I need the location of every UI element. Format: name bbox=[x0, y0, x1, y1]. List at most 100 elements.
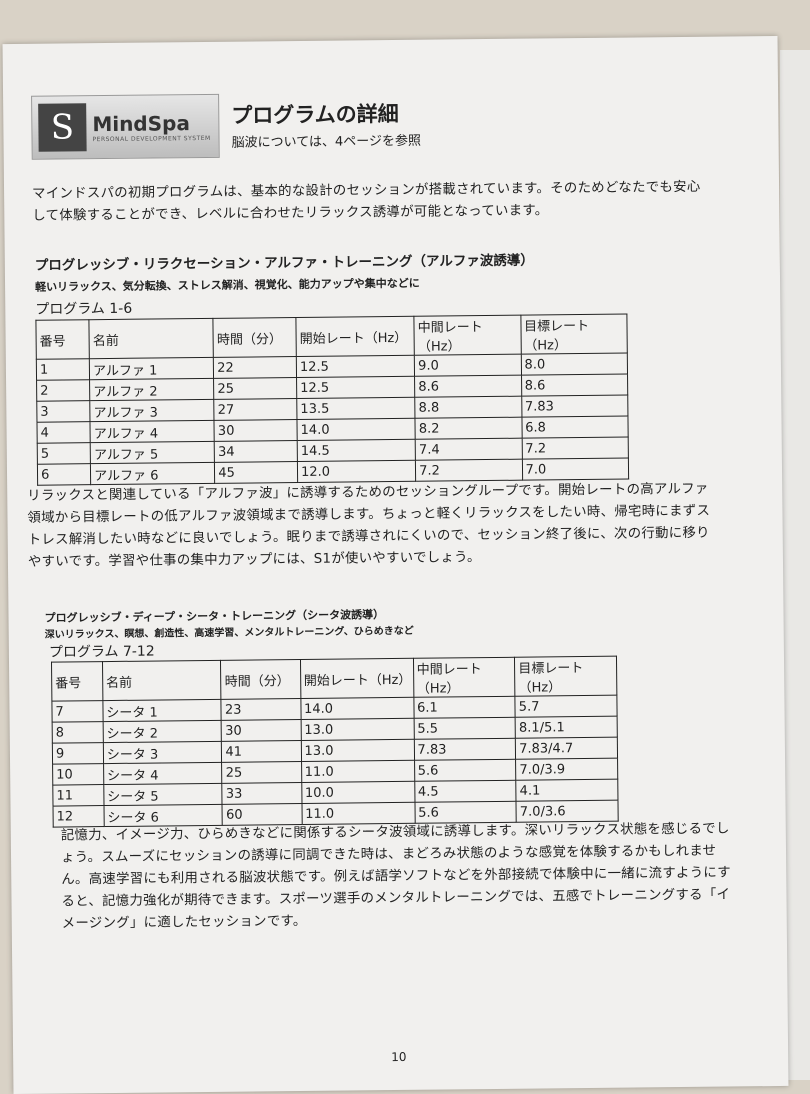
table-cell: シータ 2 bbox=[102, 720, 222, 743]
table-header-row: 番号 名前 時間（分） 開始レート（Hz） 中間レート（Hz） 目標レート（Hz） bbox=[35, 314, 628, 360]
table-cell: 7.83 bbox=[521, 395, 628, 418]
table-cell: 14.0 bbox=[297, 418, 416, 441]
table-cell: 4 bbox=[36, 421, 91, 444]
theta-program-table: 番号 名前 時間（分） 開始レート（Hz） 中間レート（Hz） 目標レート（Hz） 7 シータ… bbox=[51, 656, 619, 828]
table-cell: アルファ 6 bbox=[90, 462, 215, 485]
table-cell: 3 bbox=[36, 400, 91, 423]
theta-uses: 深いリラックス、瞑想、創造性、高速学習、メンタルトレーニング、ひらめきなど bbox=[44, 625, 414, 641]
table-cell: 12.5 bbox=[296, 355, 415, 378]
table-cell: 4.1 bbox=[516, 779, 618, 802]
table-cell: 5.6 bbox=[414, 759, 517, 782]
page-subtitle: 脳波については、4ページを参照 bbox=[231, 133, 422, 151]
column-header: 目標レート（Hz） bbox=[520, 314, 628, 355]
column-header: 名前 bbox=[102, 660, 222, 701]
page-number: 10 bbox=[391, 1049, 407, 1065]
table-cell: 11.0 bbox=[301, 760, 415, 783]
table-cell: 8.1/5.1 bbox=[515, 716, 618, 739]
logo-tagline: PERSONAL DEVELOPMENT SYSTEM bbox=[92, 134, 211, 143]
column-header: 時間（分） bbox=[213, 317, 297, 358]
table-cell: 45 bbox=[214, 461, 298, 484]
table-cell: 6.8 bbox=[521, 416, 629, 439]
table-cell: 27 bbox=[214, 398, 298, 421]
table-cell: 12.0 bbox=[297, 460, 416, 483]
table-cell: シータ 5 bbox=[103, 783, 223, 806]
table-cell: 41 bbox=[221, 740, 302, 763]
table-cell: 23 bbox=[221, 698, 301, 721]
table-cell: アルファ 3 bbox=[89, 399, 215, 422]
table-cell: 7 bbox=[51, 700, 103, 723]
table-cell: 8 bbox=[52, 721, 104, 744]
table-cell: シータ 1 bbox=[102, 699, 222, 722]
table-cell: 60 bbox=[222, 803, 302, 826]
column-header: 開始レート（Hz） bbox=[300, 658, 414, 699]
table-cell: 6.1 bbox=[413, 696, 516, 719]
table-cell: 12.5 bbox=[296, 376, 415, 399]
table-cell: アルファ 4 bbox=[90, 420, 215, 443]
table-cell: アルファ 5 bbox=[90, 441, 215, 464]
table-cell: 9 bbox=[52, 742, 104, 765]
table-header-row: 番号 名前 時間（分） 開始レート（Hz） 中間レート（Hz） 目標レート（Hz） bbox=[51, 656, 617, 702]
table-cell: 5.7 bbox=[515, 695, 618, 718]
table-cell: アルファ 2 bbox=[89, 378, 215, 401]
table-cell: 7.0 bbox=[521, 458, 629, 481]
column-header: 目標レート（Hz） bbox=[514, 656, 617, 697]
table-cell: 34 bbox=[214, 440, 298, 463]
page-title: プログラムの詳細 bbox=[231, 101, 399, 128]
table-cell: 25 bbox=[213, 377, 297, 400]
table-cell: 7.2 bbox=[521, 437, 629, 460]
table-cell: 13.0 bbox=[300, 739, 415, 762]
theta-program-range: プログラム 7-12 bbox=[48, 643, 155, 661]
table-cell: 30 bbox=[221, 719, 301, 742]
table-cell: 8.6 bbox=[521, 374, 628, 397]
alpha-uses: 軽いリラックス、気分転換、ストレス解消、視覚化、能力アップや集中などに bbox=[35, 276, 420, 294]
table-cell: 13.5 bbox=[296, 397, 416, 420]
column-header: 番号 bbox=[35, 319, 90, 360]
table-cell: 12 bbox=[53, 805, 105, 828]
alpha-description: リラックスと関連している「アルファ波」に誘導するためのセッショングループです。開… bbox=[27, 481, 711, 570]
table-cell: 11 bbox=[52, 784, 104, 807]
logo-name: MindSpa bbox=[92, 110, 191, 136]
table-cell: 14.5 bbox=[297, 439, 416, 462]
table-cell: 7.0/3.9 bbox=[515, 758, 618, 781]
table-cell: 7.4 bbox=[415, 438, 522, 461]
table-cell: 8.0 bbox=[520, 353, 628, 376]
table-cell: 6 bbox=[37, 463, 91, 486]
table-cell: 1 bbox=[36, 358, 90, 381]
column-header: 中間レート（Hz） bbox=[413, 657, 516, 698]
column-header: 中間レート（Hz） bbox=[414, 315, 521, 356]
table-cell: シータ 3 bbox=[103, 741, 223, 764]
table-cell: 7.83/4.7 bbox=[515, 737, 618, 760]
table-cell: 5.5 bbox=[413, 717, 516, 740]
column-header: 開始レート（Hz） bbox=[295, 316, 415, 357]
column-header: 番号 bbox=[51, 661, 103, 702]
column-header: 名前 bbox=[89, 318, 214, 359]
logo-s-icon: S bbox=[38, 103, 87, 152]
table-cell: 14.0 bbox=[300, 697, 414, 720]
table-cell: 25 bbox=[222, 761, 302, 784]
column-header: 時間（分） bbox=[220, 659, 301, 700]
table-cell: 5 bbox=[37, 442, 91, 465]
table-cell: 4.5 bbox=[414, 780, 517, 803]
mindspa-logo: S MindSpa PERSONAL DEVELOPMENT SYSTEM bbox=[31, 93, 220, 160]
table-cell: 22 bbox=[213, 356, 297, 379]
table-cell: 7.2 bbox=[415, 459, 523, 482]
table-cell: 8.6 bbox=[414, 375, 522, 398]
table-cell: シータ 4 bbox=[103, 762, 223, 785]
table-cell: 8.2 bbox=[415, 417, 522, 440]
table-cell: 10 bbox=[52, 763, 104, 786]
table-cell: 2 bbox=[36, 379, 90, 402]
alpha-program-range: プログラム 1-6 bbox=[35, 300, 133, 318]
alpha-program-table: 番号 名前 時間（分） 開始レート（Hz） 中間レート（Hz） 目標レート（Hz） 1 アルフ… bbox=[35, 314, 629, 486]
document-page: S MindSpa PERSONAL DEVELOPMENT SYSTEM プロ… bbox=[2, 35, 789, 1094]
table-cell: 33 bbox=[222, 782, 302, 805]
table-cell: 9.0 bbox=[414, 354, 522, 377]
table-cell: 8.8 bbox=[414, 396, 522, 419]
table-cell: 7.83 bbox=[413, 738, 516, 761]
table-cell: 13.0 bbox=[300, 718, 414, 741]
table-cell: 30 bbox=[214, 419, 298, 442]
theta-description: 記憶力、イメージ力、ひらめきなどに関係するシータ波領域に誘導します。深いリラック… bbox=[60, 821, 731, 932]
intro-paragraph: マインドスパの初期プログラムは、基本的な設計のセッションが搭載されています。その… bbox=[32, 179, 701, 224]
alpha-heading: プログレッシブ・リラクセーション・アルファ・トレーニング（アルファ波誘導） bbox=[34, 252, 534, 274]
table-cell: 10.0 bbox=[301, 781, 415, 804]
table-cell: アルファ 1 bbox=[89, 357, 214, 380]
